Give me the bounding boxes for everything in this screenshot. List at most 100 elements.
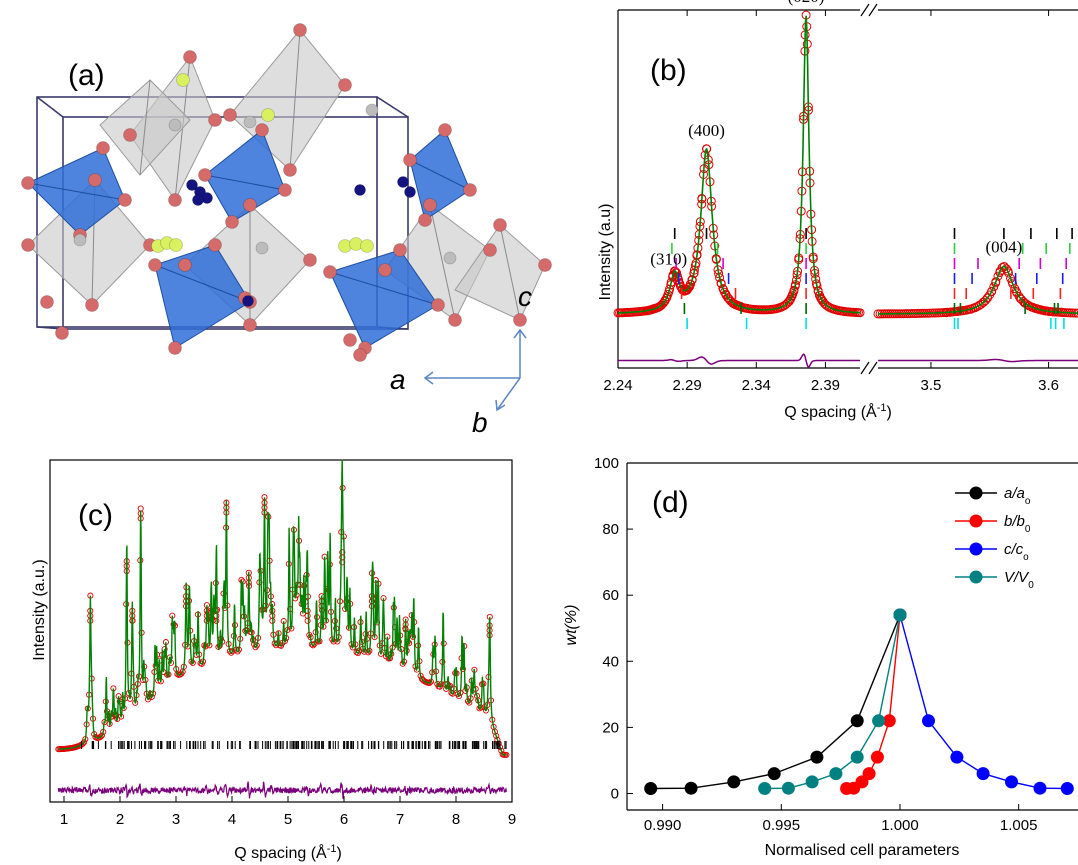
- observed-point: [662, 292, 672, 302]
- oxygen-atom: [88, 173, 102, 187]
- x-tick-label: 2.34: [742, 377, 771, 394]
- observed-point: [493, 732, 500, 739]
- observed-point: [137, 505, 144, 512]
- observed-point: [482, 707, 489, 714]
- legend-text: a/a: [1004, 485, 1025, 502]
- series-marker: [758, 782, 772, 795]
- oxygen-atom: [493, 218, 507, 232]
- x-tick-label: 2.24: [603, 377, 632, 394]
- legend-marker: [969, 570, 983, 584]
- observed-point: [818, 296, 828, 306]
- oxygen-atom: [118, 193, 132, 207]
- axis-break: [860, 361, 870, 375]
- x-tick-label: 1.005: [1000, 817, 1038, 834]
- axis-ticks: 2.24 2.29 2.34 2.39 3.5 3.6: [603, 10, 1059, 394]
- observed-point: [466, 699, 473, 706]
- legend-subscript: o: [1025, 496, 1031, 507]
- legend-text: V/V: [1004, 569, 1030, 586]
- grey-atom: [443, 251, 457, 265]
- legend-label: c/co: [1004, 541, 1029, 563]
- difference-line: [618, 353, 860, 368]
- series-marker: [870, 750, 884, 764]
- series-marker: [1060, 782, 1074, 795]
- oxygen-atom: [168, 341, 182, 355]
- tetra-edge: [429, 204, 456, 321]
- crystal-structure-panel: (a) a b c: [21, 23, 552, 438]
- legend-label: b/b0: [1004, 513, 1031, 535]
- oxygen-atom: [21, 238, 35, 252]
- observed-point: [716, 278, 726, 288]
- oxygen-atom: [243, 318, 257, 332]
- observed-point: [1028, 302, 1038, 312]
- x-tick-label: 2.29: [673, 377, 702, 394]
- dark-atom: [186, 179, 198, 191]
- observed-point: [252, 644, 259, 651]
- observed-point: [723, 293, 733, 303]
- polyhedra: [27, 29, 546, 349]
- observed-point: [987, 287, 996, 297]
- grey-atom: [168, 118, 182, 132]
- observed-point: [658, 298, 668, 308]
- yellow-atom: [169, 238, 183, 252]
- oxygen-atom: [418, 213, 432, 227]
- x-tick-label: 2: [116, 811, 124, 828]
- oxygen-atom: [403, 153, 417, 167]
- full-pattern-chart: 1 2 3 4 5 6 7 8 9 (c) Intensity (a.u.) Q spacing…: [31, 459, 516, 862]
- peak-label: (400): [688, 121, 725, 140]
- y-tick-label: 0: [611, 785, 619, 802]
- plot-frame: [617, 3, 1078, 375]
- dark-atom: [354, 184, 366, 196]
- calculated-line: [58, 459, 507, 756]
- plot-frame: [49, 459, 513, 803]
- oxygen-atom: [303, 253, 317, 267]
- unit-cell-edge: [376, 96, 409, 118]
- unit-cell-edge: [36, 96, 64, 118]
- legend-subscript: o: [1023, 552, 1029, 563]
- observed-point: [304, 617, 311, 624]
- axis-b-label: b: [472, 407, 488, 438]
- peak-label: (004): [985, 238, 1022, 257]
- oxygen-atom: [223, 108, 237, 122]
- axis-arrows: [423, 328, 527, 412]
- y-tick-label: 20: [602, 719, 619, 736]
- x-tick-label: 6: [340, 811, 348, 828]
- peak-zoom-chart: (310) (400) (020) (004) 2.24 2.29 2.34 2.39 3.5…: [597, 0, 1078, 421]
- oxygen-atom: [448, 313, 462, 327]
- series-marker: [810, 750, 824, 764]
- oxygen-atom: [21, 176, 35, 190]
- series-marker: [1005, 775, 1018, 789]
- x-tick-label: 0.995: [763, 817, 801, 834]
- plot-border: [49, 459, 513, 803]
- observed-point: [687, 275, 697, 285]
- panel-a-label: (a): [68, 59, 105, 92]
- observed-point: [228, 649, 235, 656]
- observed-point: [972, 302, 982, 312]
- observed-point: [670, 266, 680, 276]
- dark-atom: [397, 176, 409, 188]
- observed-point: [1011, 287, 1021, 296]
- panel-c-label: (c): [78, 499, 113, 532]
- oxygen-atom: [96, 141, 110, 155]
- x-tick-label: 9: [508, 811, 516, 828]
- grey-atom: [365, 103, 379, 117]
- yellow-atom: [176, 73, 190, 87]
- x-axis-label: Normalised cell parameters: [765, 842, 960, 859]
- tetra-edge: [329, 271, 439, 306]
- x-axis-label: Q spacing (Å-1): [234, 843, 342, 862]
- series-marker: [829, 767, 843, 781]
- axis-break: [868, 3, 878, 17]
- axis-a-label: a: [390, 364, 406, 395]
- observed-point: [213, 617, 220, 624]
- observed-point: [98, 732, 105, 739]
- x-axis-label: Q spacing (Å-1): [784, 402, 892, 421]
- oxygen-atom: [338, 78, 352, 92]
- x-tick-label: 3.6: [1038, 377, 1059, 394]
- axis-ticks: 0 20 40 60 80 100 0.990 0.995 1.000 1.005: [594, 455, 1037, 834]
- y-tick-label: 100: [594, 455, 619, 472]
- c-arrowhead: [513, 328, 527, 339]
- difference-line: [878, 358, 1078, 363]
- b-axis-arrow: [496, 377, 521, 411]
- series-marker: [805, 775, 819, 789]
- panel-b-label: (b): [650, 54, 687, 87]
